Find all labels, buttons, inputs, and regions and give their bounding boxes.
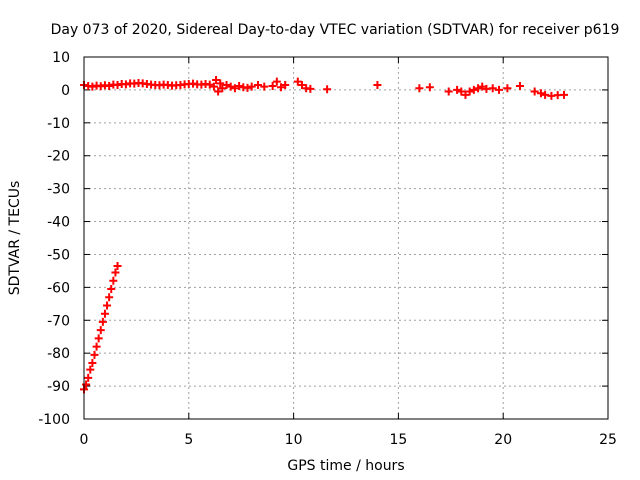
data-point	[478, 82, 487, 91]
data-point	[465, 87, 474, 96]
data-point	[105, 81, 114, 90]
x-tick-label: 5	[184, 432, 193, 448]
y-tick-label: -30	[47, 182, 70, 198]
data-point	[469, 85, 478, 94]
data-point	[92, 342, 101, 351]
x-tick-label: 25	[599, 432, 617, 448]
chart-title: Day 073 of 2020, Sidereal Day-to-day VTE…	[51, 22, 620, 38]
data-point	[82, 380, 91, 389]
y-tick-label: -50	[47, 247, 70, 263]
ticks-layer: 10 0 -10 -20 -30 -40 -50 -60 -70 -80 -90 -100 0 5 10 15…	[38, 50, 617, 448]
y-tick-label: 10	[52, 50, 70, 66]
data-point	[530, 87, 539, 96]
data-point	[373, 80, 382, 89]
data-points	[80, 76, 568, 394]
x-tick-label: 10	[285, 432, 303, 448]
data-point	[226, 82, 235, 91]
data-point	[212, 76, 221, 85]
data-point	[107, 285, 116, 294]
data-point	[86, 365, 95, 374]
data-point	[105, 293, 114, 302]
data-point	[425, 83, 434, 92]
data-point	[281, 80, 290, 89]
data-point	[96, 326, 105, 335]
data-point	[216, 79, 225, 88]
data-point	[247, 82, 256, 91]
data-point	[268, 81, 277, 90]
data-point	[474, 84, 483, 93]
data-point	[503, 84, 512, 93]
data-point	[253, 80, 262, 89]
data-point	[457, 87, 466, 96]
data-point	[453, 85, 462, 94]
y-tick-label: 0	[61, 83, 70, 99]
plot-frame	[83, 56, 609, 420]
y-tick-label: -20	[47, 149, 70, 165]
data-point	[103, 301, 112, 310]
data-point	[214, 87, 223, 96]
data-point	[444, 87, 453, 96]
data-point	[488, 84, 497, 93]
data-point	[323, 85, 332, 94]
data-point	[88, 359, 97, 368]
x-tick-label: 15	[389, 432, 407, 448]
y-tick-label: -70	[47, 313, 70, 329]
data-point	[293, 77, 302, 86]
data-point	[272, 77, 281, 86]
data-point	[230, 84, 239, 93]
data-point	[515, 81, 524, 90]
grid-layer	[84, 57, 608, 419]
data-point	[90, 350, 99, 359]
x-tick-label: 20	[494, 432, 512, 448]
data-point	[306, 84, 315, 93]
data-point	[297, 80, 306, 89]
data-point	[84, 373, 93, 382]
data-point	[222, 80, 231, 89]
data-point	[94, 334, 103, 343]
data-point	[205, 80, 214, 89]
data-point	[218, 84, 227, 93]
y-tick-label: -100	[38, 412, 70, 428]
data-point	[209, 82, 218, 91]
data-point	[461, 90, 470, 99]
data-point	[111, 268, 120, 277]
data-point	[559, 90, 568, 99]
x-tick-label: 0	[80, 432, 89, 448]
data-point	[536, 89, 545, 98]
y-tick-label: -10	[47, 116, 70, 132]
data-point	[277, 83, 286, 92]
data-point	[243, 83, 252, 92]
x-axis-title: GPS time / hours	[287, 458, 404, 474]
data-point	[415, 84, 424, 93]
data-point	[235, 81, 244, 90]
y-axis-title: SDTVAR / TECUs	[7, 181, 23, 296]
data-point	[113, 261, 122, 270]
y-tick-label: -80	[47, 346, 70, 362]
data-point	[100, 309, 109, 318]
data-point	[98, 317, 107, 326]
y-tick-label: -60	[47, 280, 70, 296]
y-tick-label: -40	[47, 215, 70, 231]
data-point	[260, 82, 269, 91]
data-point	[109, 276, 118, 285]
data-point	[495, 85, 504, 94]
y-tick-label: -90	[47, 379, 70, 395]
